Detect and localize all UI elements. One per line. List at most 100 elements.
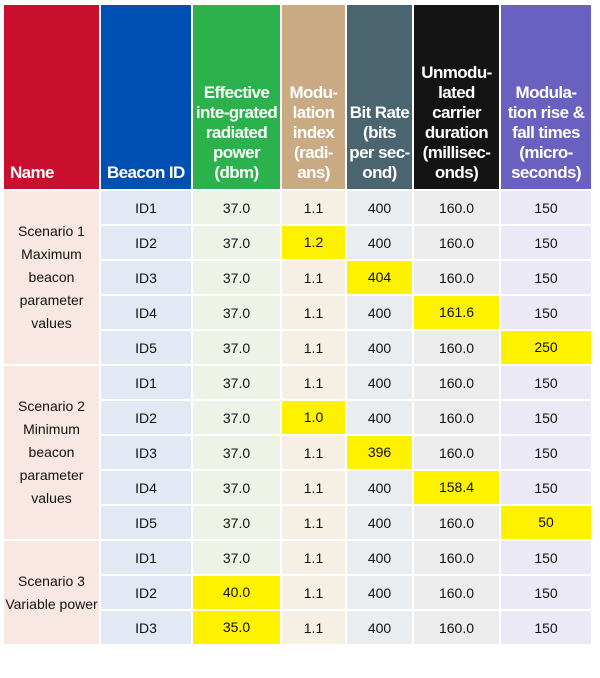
table-row: ID3 37.0 1.1 396 160.0 150 [4,436,591,469]
beacon-parameter-table: Name Beacon ID Effective inte-grated radia… [2,3,593,646]
cell-carrier: 160.0 [414,506,499,539]
table-row: Scenario 1 Maximum beacon parameter valu… [4,191,591,364]
cell-bit: 400 [347,611,412,644]
scenario-name: Scenario 3 Variable power [4,541,99,644]
cell-power: 37.0 [193,436,280,469]
cell-id: ID1 [101,191,191,224]
cell-mod: 1.1 [282,436,345,469]
cell-mod: 1.1 [282,506,345,539]
cell-bit: 400 [347,366,412,399]
cell-mod: 1.1 [282,541,345,574]
cell-power: 35.0 [193,611,280,644]
highlighted-value: 40.0 [193,576,280,609]
cell-rise: 150 [501,401,591,434]
cell-power: 37.0 [193,226,280,259]
highlighted-value: 404 [347,261,412,294]
cell-id: ID3 [101,611,191,644]
cell-bit: 400 [347,506,412,539]
cell-mod: 1.1 [282,576,345,609]
scenario-name: Scenario 2 Minimum beacon parameter valu… [4,366,99,539]
cell-bit: 400 [347,471,412,504]
cell-rise: 150 [501,471,591,504]
cell-power: 37.0 [193,366,280,399]
cell-carrier: 160.0 [414,401,499,434]
cell-power: 37.0 [193,541,280,574]
cell-rise: 150 [501,261,591,294]
cell-rise: 150 [501,226,591,259]
cell-power: 37.0 [193,296,280,329]
cell-carrier: 160.0 [414,226,499,259]
table-row: ID2 40.0 1.1 400 160.0 150 [4,576,591,609]
cell-bit: 400 [347,576,412,609]
cell-bit: 396 [347,436,412,469]
table-row: ID5 37.0 1.1 400 160.0 50 [4,506,591,539]
highlighted-value: 1.0 [282,401,345,434]
cell-id: ID4 [101,471,191,504]
cell-carrier: 160.0 [414,191,499,224]
cell-rise: 50 [501,506,591,539]
cell-power: 37.0 [193,401,280,434]
cell-carrier: 160.0 [414,261,499,294]
scenario-name: Scenario 1 Maximum beacon parameter valu… [4,191,99,364]
cell-mod: 1.1 [282,611,345,644]
cell-rise: 150 [501,366,591,399]
cell-mod: 1.1 [282,331,345,364]
cell-id: ID5 [101,506,191,539]
header-carrier: Unmodu-lated carrier duration (millisec-… [414,5,499,189]
cell-bit: 400 [347,226,412,259]
cell-power: 37.0 [193,331,280,364]
cell-bit: 404 [347,261,412,294]
cell-mod: 1.0 [282,401,345,434]
header-rise-fall: Modula-tion rise & fall times (micro-sec… [501,5,591,189]
cell-mod: 1.1 [282,191,345,224]
cell-mod: 1.1 [282,296,345,329]
highlighted-value: 1.2 [282,226,345,259]
highlighted-value: 35.0 [193,611,280,644]
cell-carrier: 160.0 [414,331,499,364]
table-row: ID3 37.0 1.1 404 160.0 150 [4,261,591,294]
header-name: Name [4,5,99,189]
cell-carrier: 158.4 [414,471,499,504]
cell-id: ID3 [101,261,191,294]
cell-id: ID3 [101,436,191,469]
cell-id: ID2 [101,226,191,259]
table-row: Scenario 2 Minimum beacon parameter valu… [4,366,591,539]
cell-rise: 150 [501,541,591,574]
highlighted-value: 50 [501,506,591,539]
cell-carrier: 160.0 [414,611,499,644]
cell-id: ID1 [101,541,191,574]
cell-carrier: 160.0 [414,541,499,574]
table-row: ID2 37.0 1.2 400 160.0 150 [4,226,591,259]
cell-bit: 400 [347,401,412,434]
cell-rise: 150 [501,611,591,644]
cell-id: ID4 [101,296,191,329]
highlighted-value: 396 [347,436,412,469]
cell-mod: 1.2 [282,226,345,259]
cell-id: ID5 [101,331,191,364]
cell-carrier: 161.6 [414,296,499,329]
table-row: Scenario 3 Variable power ID1 37.0 1.1 400 16… [4,541,591,644]
cell-power: 40.0 [193,576,280,609]
table-row: ID4 37.0 1.1 400 158.4 150 [4,471,591,504]
cell-mod: 1.1 [282,471,345,504]
cell-power: 37.0 [193,261,280,294]
cell-rise: 150 [501,576,591,609]
cell-bit: 400 [347,191,412,224]
cell-rise: 150 [501,436,591,469]
table-row: ID2 37.0 1.0 400 160.0 150 [4,401,591,434]
cell-id: ID2 [101,401,191,434]
cell-id: ID1 [101,366,191,399]
table-row: ID4 37.0 1.1 400 161.6 150 [4,296,591,329]
cell-mod: 1.1 [282,366,345,399]
table-row: ID3 35.0 1.1 400 160.0 150 [4,611,591,644]
highlighted-value: 158.4 [414,471,499,504]
header-bit-rate: Bit Rate (bits per sec-ond) [347,5,412,189]
cell-power: 37.0 [193,191,280,224]
header-mod-index: Modu-lation index (radi-ans) [282,5,345,189]
highlighted-value: 161.6 [414,296,499,329]
cell-rise: 150 [501,296,591,329]
cell-bit: 400 [347,331,412,364]
cell-id: ID2 [101,576,191,609]
cell-carrier: 160.0 [414,576,499,609]
header-beacon-id: Beacon ID [101,5,191,189]
